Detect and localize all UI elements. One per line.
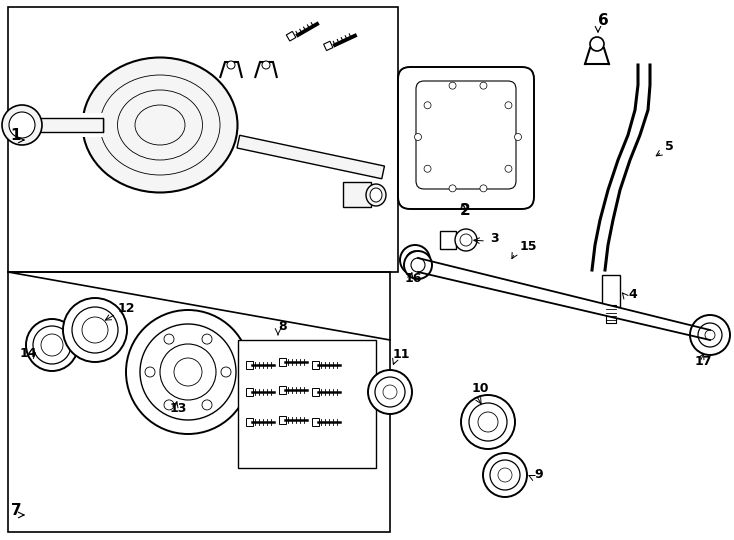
Circle shape — [227, 61, 235, 69]
Circle shape — [26, 319, 78, 371]
Ellipse shape — [82, 57, 238, 192]
Circle shape — [368, 370, 412, 414]
Text: 2: 2 — [460, 203, 470, 218]
Text: 15: 15 — [520, 240, 537, 253]
Circle shape — [505, 165, 512, 172]
Circle shape — [590, 37, 604, 51]
Circle shape — [375, 377, 405, 407]
Bar — [286, 31, 296, 41]
Bar — [15, 118, 103, 132]
Circle shape — [262, 61, 270, 69]
Circle shape — [145, 367, 155, 377]
Circle shape — [490, 460, 520, 490]
Circle shape — [140, 324, 236, 420]
Circle shape — [406, 251, 424, 269]
Bar — [324, 41, 333, 51]
Circle shape — [455, 229, 477, 251]
Circle shape — [202, 334, 212, 344]
Bar — [343, 182, 371, 207]
Circle shape — [202, 400, 212, 410]
Bar — [279, 386, 286, 394]
Circle shape — [164, 334, 174, 344]
Text: 5: 5 — [665, 140, 674, 153]
Circle shape — [705, 330, 715, 340]
Ellipse shape — [370, 188, 382, 202]
Ellipse shape — [366, 184, 386, 206]
Circle shape — [41, 334, 63, 356]
Circle shape — [63, 298, 127, 362]
Circle shape — [690, 315, 730, 355]
Bar — [246, 361, 253, 369]
Circle shape — [449, 185, 456, 192]
Bar — [15, 113, 103, 137]
Bar — [279, 358, 286, 366]
Bar — [238, 340, 376, 468]
Circle shape — [2, 105, 42, 145]
Text: 9: 9 — [534, 468, 542, 481]
Text: 7: 7 — [11, 503, 21, 518]
Circle shape — [221, 367, 231, 377]
Circle shape — [460, 234, 472, 246]
Circle shape — [469, 403, 507, 441]
Text: 6: 6 — [598, 13, 608, 28]
Circle shape — [478, 412, 498, 432]
Bar — [312, 388, 319, 396]
Text: 10: 10 — [472, 382, 490, 395]
Bar — [440, 231, 456, 249]
Circle shape — [424, 102, 431, 109]
Circle shape — [82, 317, 108, 343]
Text: 1: 1 — [11, 128, 21, 143]
Circle shape — [383, 385, 397, 399]
Text: 8: 8 — [278, 320, 286, 333]
Text: 16: 16 — [405, 272, 422, 285]
Circle shape — [164, 400, 174, 410]
FancyBboxPatch shape — [416, 81, 516, 189]
Circle shape — [505, 102, 512, 109]
Circle shape — [698, 323, 722, 347]
Circle shape — [160, 344, 216, 400]
Circle shape — [480, 82, 487, 89]
Circle shape — [126, 310, 250, 434]
Circle shape — [72, 307, 118, 353]
Circle shape — [415, 133, 421, 140]
Bar — [246, 388, 253, 396]
Bar — [237, 136, 385, 179]
Text: 14: 14 — [20, 347, 37, 360]
Circle shape — [483, 453, 527, 497]
Text: 12: 12 — [118, 302, 136, 315]
Circle shape — [424, 165, 431, 172]
Circle shape — [400, 245, 430, 275]
Circle shape — [33, 326, 71, 364]
Text: 13: 13 — [170, 402, 187, 415]
Text: 11: 11 — [393, 348, 410, 361]
Circle shape — [174, 358, 202, 386]
Bar — [602, 275, 620, 307]
Text: 3: 3 — [490, 232, 498, 245]
Bar — [312, 418, 319, 426]
Circle shape — [480, 185, 487, 192]
Circle shape — [9, 112, 35, 138]
Text: 4: 4 — [628, 288, 637, 301]
Text: 17: 17 — [695, 355, 713, 368]
Bar — [606, 305, 616, 323]
Bar — [8, 7, 398, 272]
Bar — [15, 118, 103, 132]
Bar — [279, 416, 286, 424]
Circle shape — [461, 395, 515, 449]
Circle shape — [498, 468, 512, 482]
FancyBboxPatch shape — [398, 67, 534, 209]
Circle shape — [515, 133, 521, 140]
Circle shape — [404, 251, 432, 279]
Circle shape — [449, 82, 456, 89]
Bar — [312, 361, 319, 369]
Circle shape — [411, 258, 425, 272]
Bar — [246, 418, 253, 426]
